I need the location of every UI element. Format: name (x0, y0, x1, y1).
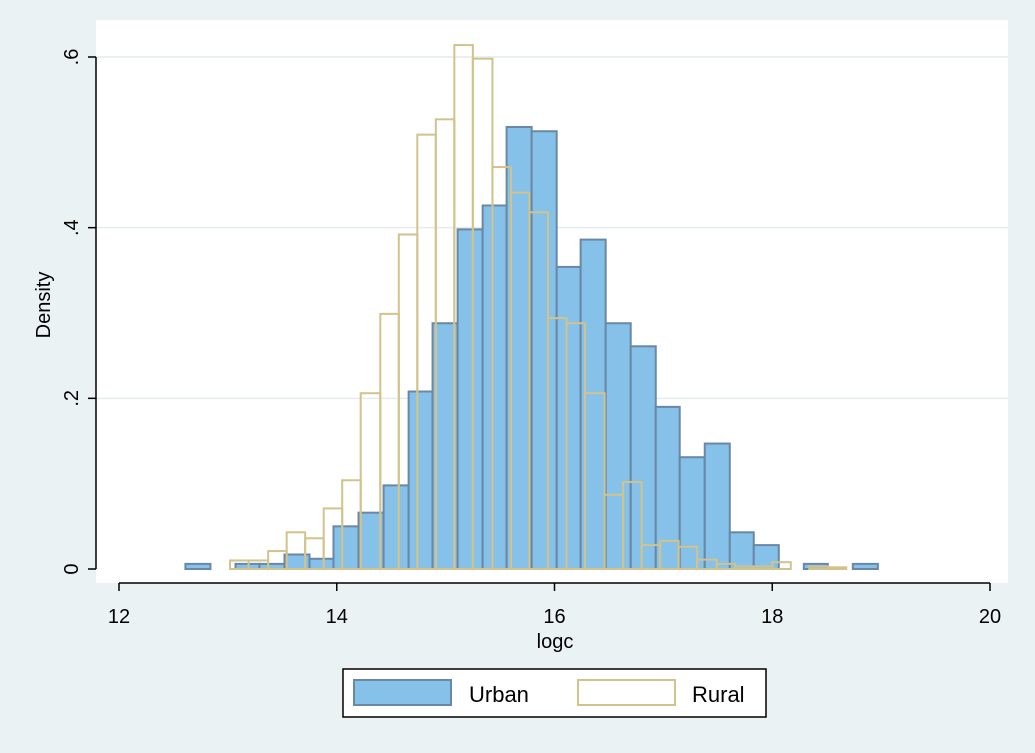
x-ticks: 12 14 16 18 20 (108, 583, 1001, 628)
legend-label-rural: Rural (692, 682, 745, 707)
y-tick-label: .4 (61, 219, 83, 236)
urban-bar (481, 204, 508, 570)
legend-swatch-urban (353, 679, 452, 706)
legend-label-urban: Urban (469, 682, 529, 707)
urban-bar (604, 322, 632, 570)
y-axis-title: Density (33, 272, 55, 339)
legend-swatch-rural (577, 679, 676, 706)
urban-bar (678, 456, 706, 571)
rural-bar (677, 545, 699, 571)
rural-bar (771, 561, 792, 571)
urban-bar (456, 228, 484, 571)
urban-bar (555, 265, 582, 570)
urban-bar (332, 525, 360, 570)
x-tick-label: 12 (108, 606, 130, 628)
urban-bar (308, 557, 335, 571)
urban-bar (184, 562, 212, 571)
x-tick-label: 20 (979, 606, 1001, 628)
x-tick-label: 18 (761, 606, 783, 628)
rural-bar (583, 392, 606, 571)
urban-bar (382, 484, 410, 570)
urban-bar (703, 442, 731, 570)
legend: Urban Rural (342, 668, 767, 718)
x-tick-label: 16 (543, 606, 565, 628)
rural-bar (826, 566, 848, 571)
urban-bar (530, 130, 558, 571)
y-tick-label: .6 (61, 49, 83, 66)
rural-bar (622, 480, 643, 570)
rural-bars (229, 44, 848, 571)
y-tick-label: .2 (61, 390, 83, 407)
y-tick-label: 0 (61, 563, 83, 574)
urban-bar (752, 544, 780, 571)
x-axis-title: logc (537, 631, 574, 653)
y-ticks: 0 .2 .4 .6 (61, 49, 96, 575)
urban-bar (851, 562, 879, 571)
x-tick-label: 14 (326, 606, 348, 628)
urban-bar (629, 345, 657, 570)
urban-bar (407, 390, 434, 570)
